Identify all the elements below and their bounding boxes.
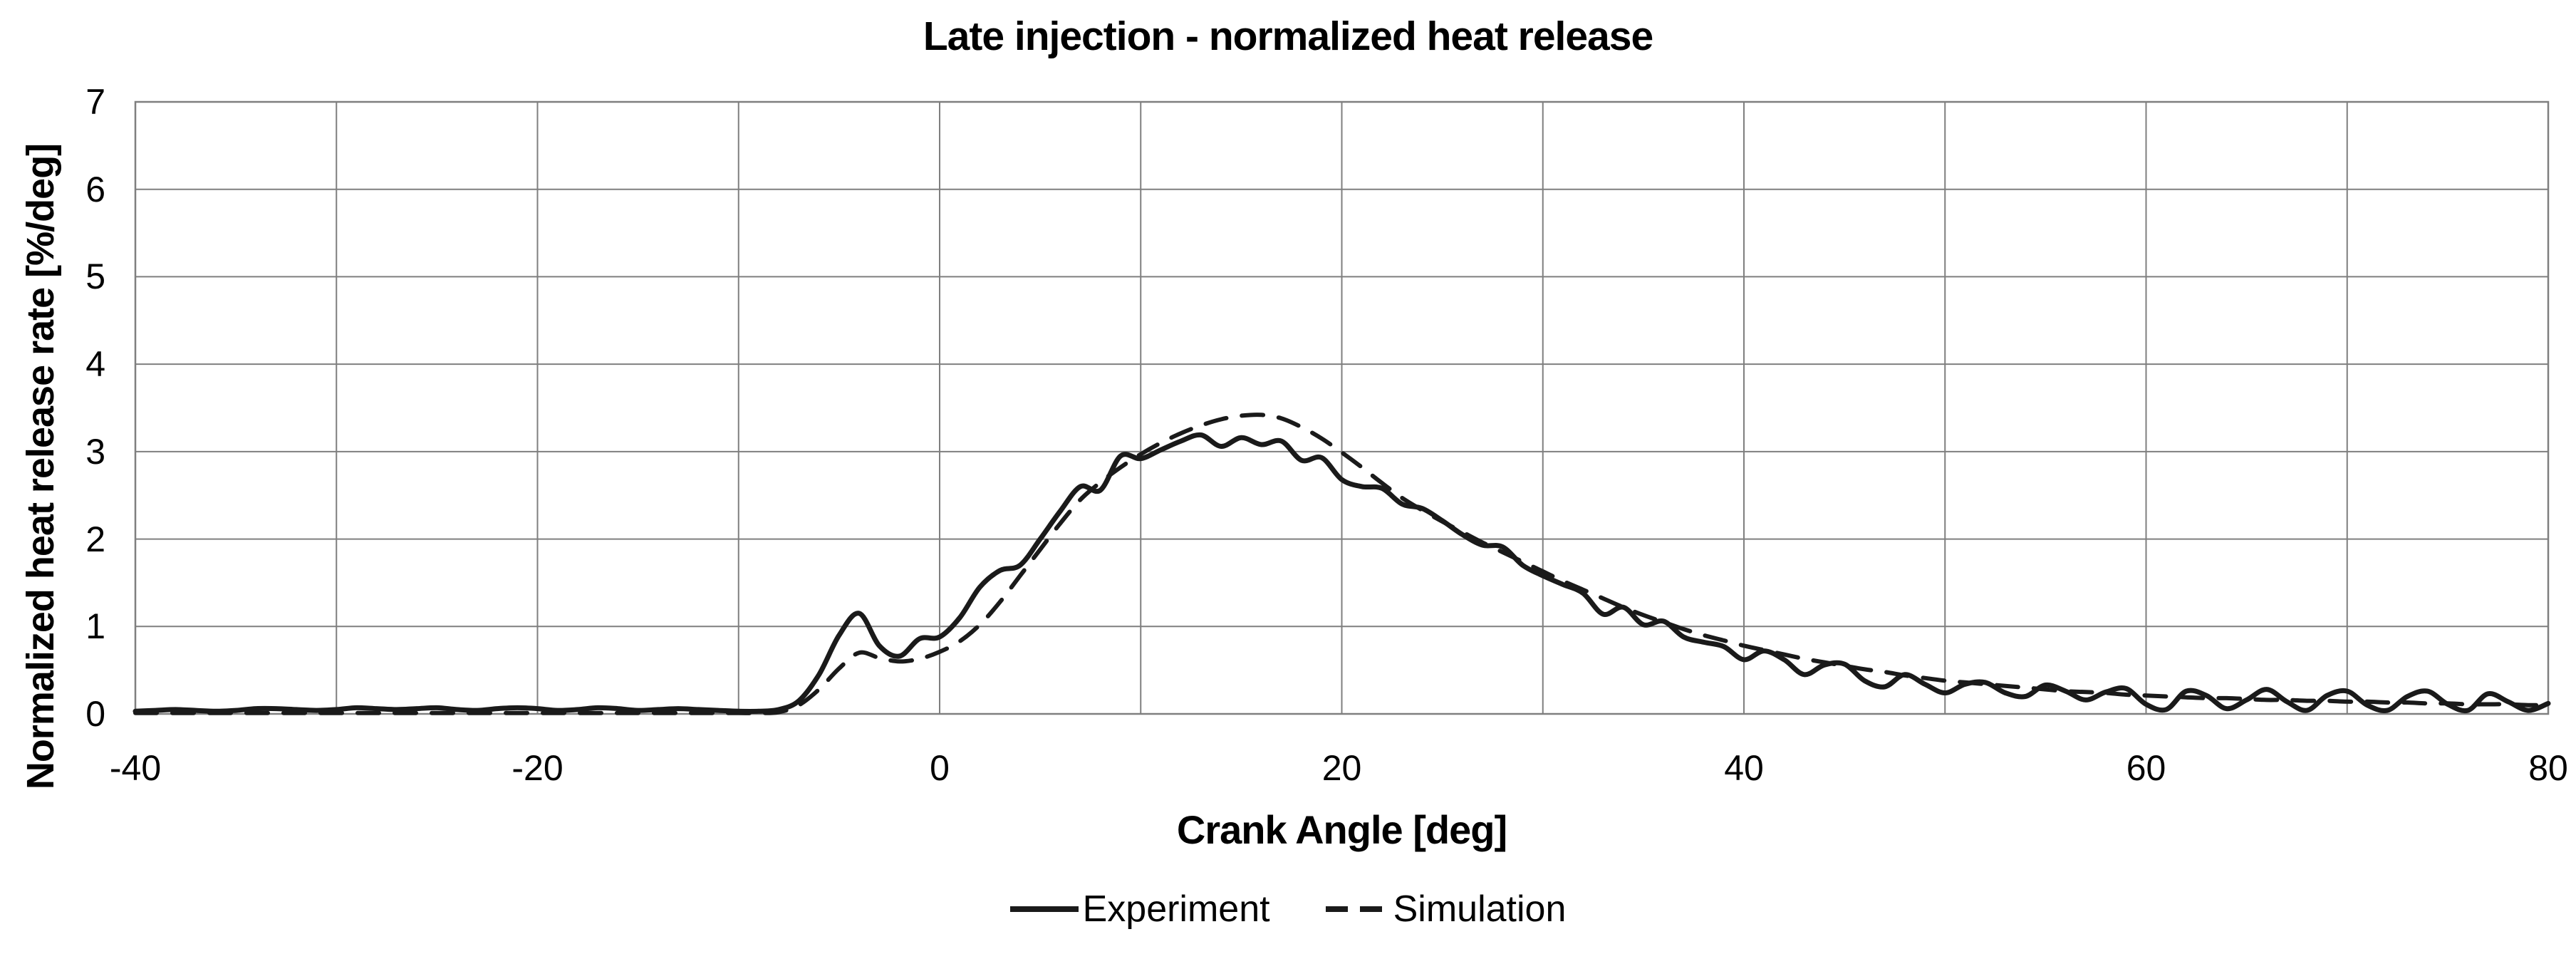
- y-tick-label: 0: [85, 694, 105, 734]
- legend-item-experiment: Experiment: [1009, 888, 1270, 930]
- legend-item-simulation: Simulation: [1325, 888, 1567, 930]
- legend-label-experiment: Experiment: [1082, 888, 1270, 930]
- dashed-line-sample: [1325, 906, 1382, 912]
- x-tick-label: -20: [511, 748, 564, 788]
- solid-line-sample: [1009, 906, 1079, 912]
- series-line-simulation: [133, 413, 2550, 715]
- x-tick-label: 20: [1321, 748, 1362, 788]
- legend: Experiment Simulation: [0, 888, 2576, 930]
- x-axis-title: Crank Angle [deg]: [1176, 807, 1507, 852]
- x-tick-label: 80: [2528, 748, 2568, 788]
- plot-border: [134, 100, 2550, 715]
- legend-label-simulation: Simulation: [1393, 888, 1567, 930]
- y-tick-label: 6: [85, 169, 105, 209]
- y-tick-label: 7: [85, 82, 105, 122]
- y-tick-label: 2: [85, 519, 105, 559]
- y-tick-label: 4: [85, 344, 105, 385]
- x-tick-label: -40: [109, 748, 162, 788]
- chart-title: Late injection - normalized heat release: [923, 14, 1653, 59]
- y-tick-label: 3: [85, 431, 105, 472]
- series-line-experiment: [133, 432, 2551, 715]
- y-tick-label: 5: [85, 256, 105, 297]
- x-tick-label: 0: [930, 748, 950, 788]
- x-tick-label: 40: [1724, 748, 1764, 788]
- x-tick-label: 60: [2126, 748, 2166, 788]
- y-tick-label: 1: [85, 606, 105, 647]
